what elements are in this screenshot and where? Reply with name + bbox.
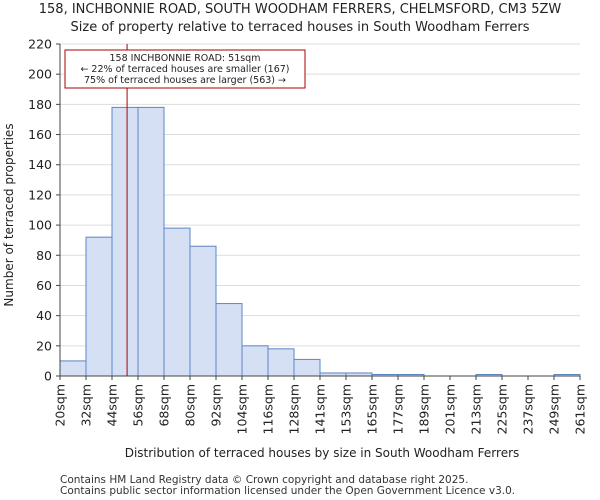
histogram-bar — [137, 106, 165, 377]
x-tick-label: 32sqm — [79, 384, 94, 427]
y-tick-label: 120 — [28, 187, 52, 202]
annotation-line: 75% of terraced houses are larger (563) … — [84, 75, 286, 86]
x-tick-label: 213sqm — [469, 384, 484, 434]
chart-title: 158, INCHBONNIE ROAD, SOUTH WOODHAM FERR… — [38, 2, 562, 17]
footer-copyright: Contains HM Land Registry data © Crown c… — [60, 474, 469, 486]
histogram-bar — [85, 236, 113, 377]
x-tick-label: 153sqm — [339, 384, 354, 434]
histogram-bar — [215, 303, 243, 377]
x-tick-label: 116sqm — [261, 384, 276, 434]
histogram-bar — [189, 245, 217, 377]
histogram-bar — [59, 360, 87, 377]
histogram-bar — [241, 345, 269, 377]
y-tick-label: 80 — [36, 248, 52, 263]
x-tick-label: 104sqm — [235, 384, 250, 434]
x-tick-label: 261sqm — [573, 384, 588, 434]
x-tick-label: 249sqm — [547, 384, 562, 434]
footer-licence: Contains public sector information licen… — [60, 485, 516, 497]
y-tick-label: 0 — [44, 369, 52, 384]
y-tick-label: 180 — [28, 97, 52, 112]
x-tick-label: 92sqm — [209, 384, 224, 427]
annotation-line: ← 22% of terraced houses are smaller (16… — [80, 64, 289, 75]
y-tick-label: 20 — [36, 338, 52, 353]
histogram-bar — [267, 348, 295, 377]
y-tick-label: 40 — [36, 308, 52, 323]
x-tick-label: 225sqm — [495, 384, 510, 434]
x-tick-label: 20sqm — [53, 384, 68, 427]
y-tick-label: 60 — [36, 278, 52, 293]
x-tick-label: 165sqm — [365, 384, 380, 434]
x-axis-label: Distribution of terraced houses by size … — [125, 446, 520, 460]
x-tick-label: 177sqm — [391, 384, 406, 434]
y-tick-label: 200 — [28, 67, 52, 82]
annotation-box — [64, 49, 306, 89]
histogram-bar — [163, 227, 191, 377]
x-tick-label: 128sqm — [287, 384, 302, 434]
x-tick-label: 189sqm — [417, 384, 432, 434]
y-tick-label: 160 — [28, 127, 52, 142]
histogram-chart: 0 20 40 60 80 100 120 140 160 180 200 220 20sqm 32sq… — [2, 37, 588, 461]
x-tick-label: 80sqm — [183, 384, 198, 427]
chart-subtitle: Size of property relative to terraced ho… — [70, 20, 530, 35]
x-tick-label: 56sqm — [131, 384, 146, 427]
annotation-line: 158 INCHBONNIE ROAD: 51sqm — [110, 53, 261, 64]
histogram-bar — [293, 358, 321, 377]
y-tick-label: 220 — [28, 37, 52, 52]
x-tick-label: 141sqm — [313, 384, 328, 434]
x-tick-label: 237sqm — [521, 384, 536, 434]
histogram-bar — [111, 106, 139, 377]
x-tick-label: 68sqm — [157, 384, 172, 427]
y-tick-label: 140 — [28, 157, 52, 172]
y-tick-label: 100 — [28, 218, 52, 233]
x-tick-label: 44sqm — [105, 384, 120, 427]
x-tick-label: 201sqm — [443, 384, 458, 434]
y-axis-label: Number of terraced properties — [2, 123, 16, 306]
